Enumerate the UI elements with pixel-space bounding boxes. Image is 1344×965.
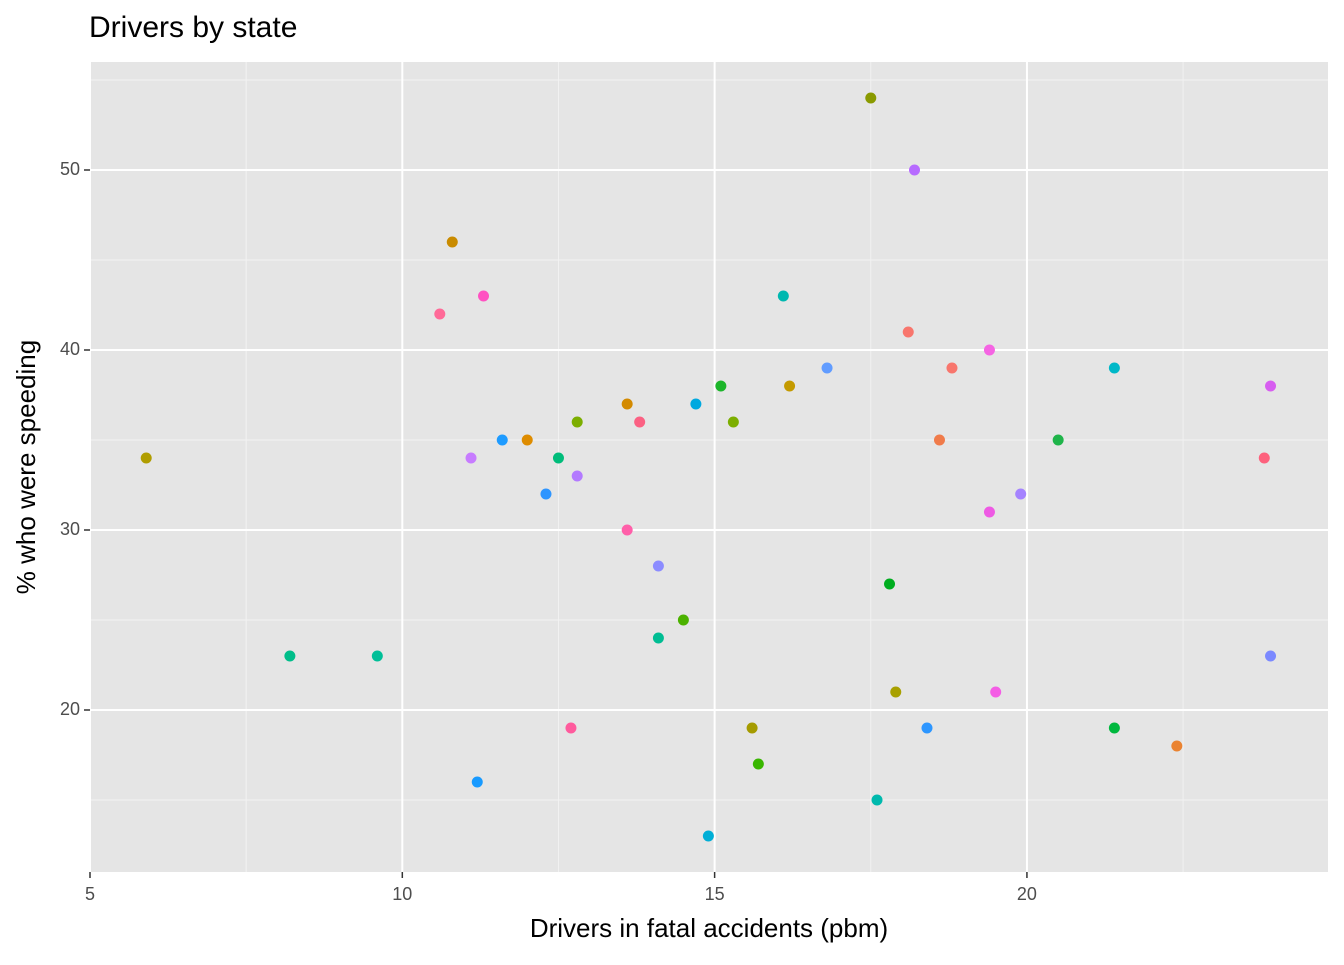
point: [471, 776, 483, 788]
point: [571, 470, 583, 482]
point: [715, 380, 727, 392]
x-tick-label: 20: [1017, 884, 1037, 904]
point: [140, 452, 152, 464]
point: [1015, 488, 1027, 500]
point: [465, 452, 477, 464]
point: [890, 686, 902, 698]
y-axis-label: % who were speeding: [11, 340, 41, 594]
point: [1108, 722, 1120, 734]
x-axis-label: Drivers in fatal accidents (pbm): [530, 913, 888, 943]
y-tick-label: 40: [60, 339, 80, 359]
point: [933, 434, 945, 446]
point: [777, 290, 789, 302]
point: [983, 344, 995, 356]
point: [871, 794, 883, 806]
point: [784, 380, 796, 392]
point: [540, 488, 552, 500]
x-tick-label: 15: [705, 884, 725, 904]
point: [552, 452, 564, 464]
point: [746, 722, 758, 734]
point: [1108, 362, 1120, 374]
point: [565, 722, 577, 734]
point: [496, 434, 508, 446]
point: [446, 236, 458, 248]
point: [1258, 452, 1270, 464]
point: [946, 362, 958, 374]
point: [571, 416, 583, 428]
point: [634, 416, 646, 428]
point: [1265, 380, 1277, 392]
point: [1265, 650, 1277, 662]
y-tick-label: 50: [60, 159, 80, 179]
point: [621, 398, 633, 410]
y-tick-label: 20: [60, 699, 80, 719]
point: [921, 722, 933, 734]
point: [677, 614, 689, 626]
point: [478, 290, 490, 302]
panel: [90, 62, 1328, 872]
point: [371, 650, 383, 662]
point: [727, 416, 739, 428]
chart-title: Drivers by state: [89, 11, 297, 44]
x-tick-label: 5: [85, 884, 95, 904]
point: [902, 326, 914, 338]
point: [284, 650, 296, 662]
point: [983, 506, 995, 518]
point: [990, 686, 1002, 698]
x-tick-label: 10: [392, 884, 412, 904]
point: [521, 434, 533, 446]
point: [909, 164, 921, 176]
point: [752, 758, 764, 770]
point: [690, 398, 702, 410]
point: [621, 524, 633, 536]
point: [652, 632, 664, 644]
point: [884, 578, 896, 590]
point: [821, 362, 833, 374]
point: [865, 92, 877, 104]
point: [702, 830, 714, 842]
point: [1052, 434, 1064, 446]
point: [1171, 740, 1183, 752]
point: [434, 308, 446, 320]
point: [652, 560, 664, 572]
y-tick-label: 30: [60, 519, 80, 539]
